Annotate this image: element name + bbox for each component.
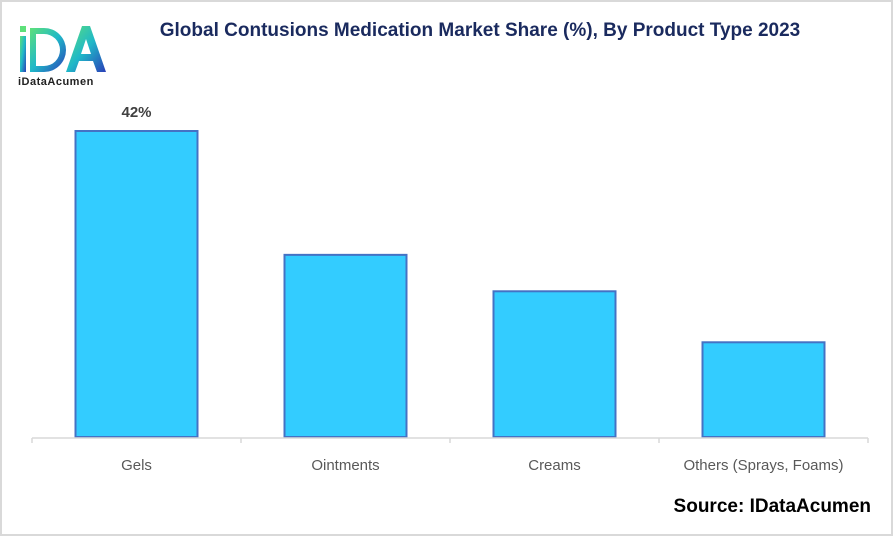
bar-gels [74, 130, 199, 438]
bar-others-sprays-foams [701, 341, 826, 438]
x-tick-label: Ointments [311, 457, 379, 474]
x-tick-label: Others (Sprays, Foams) [683, 457, 843, 474]
source-note: Source: IDataAcumen [673, 496, 871, 517]
x-tick-label: Gels [121, 457, 152, 474]
logo-text: iDataAcumen [18, 76, 94, 88]
x-tick-label: Creams [528, 457, 581, 474]
company-logo [20, 26, 106, 72]
bar-ointments [283, 253, 408, 438]
chart-title: Global Contusions Medication Market Shar… [159, 20, 801, 41]
bar-creams [492, 290, 617, 438]
data-label: 42% [121, 104, 151, 121]
